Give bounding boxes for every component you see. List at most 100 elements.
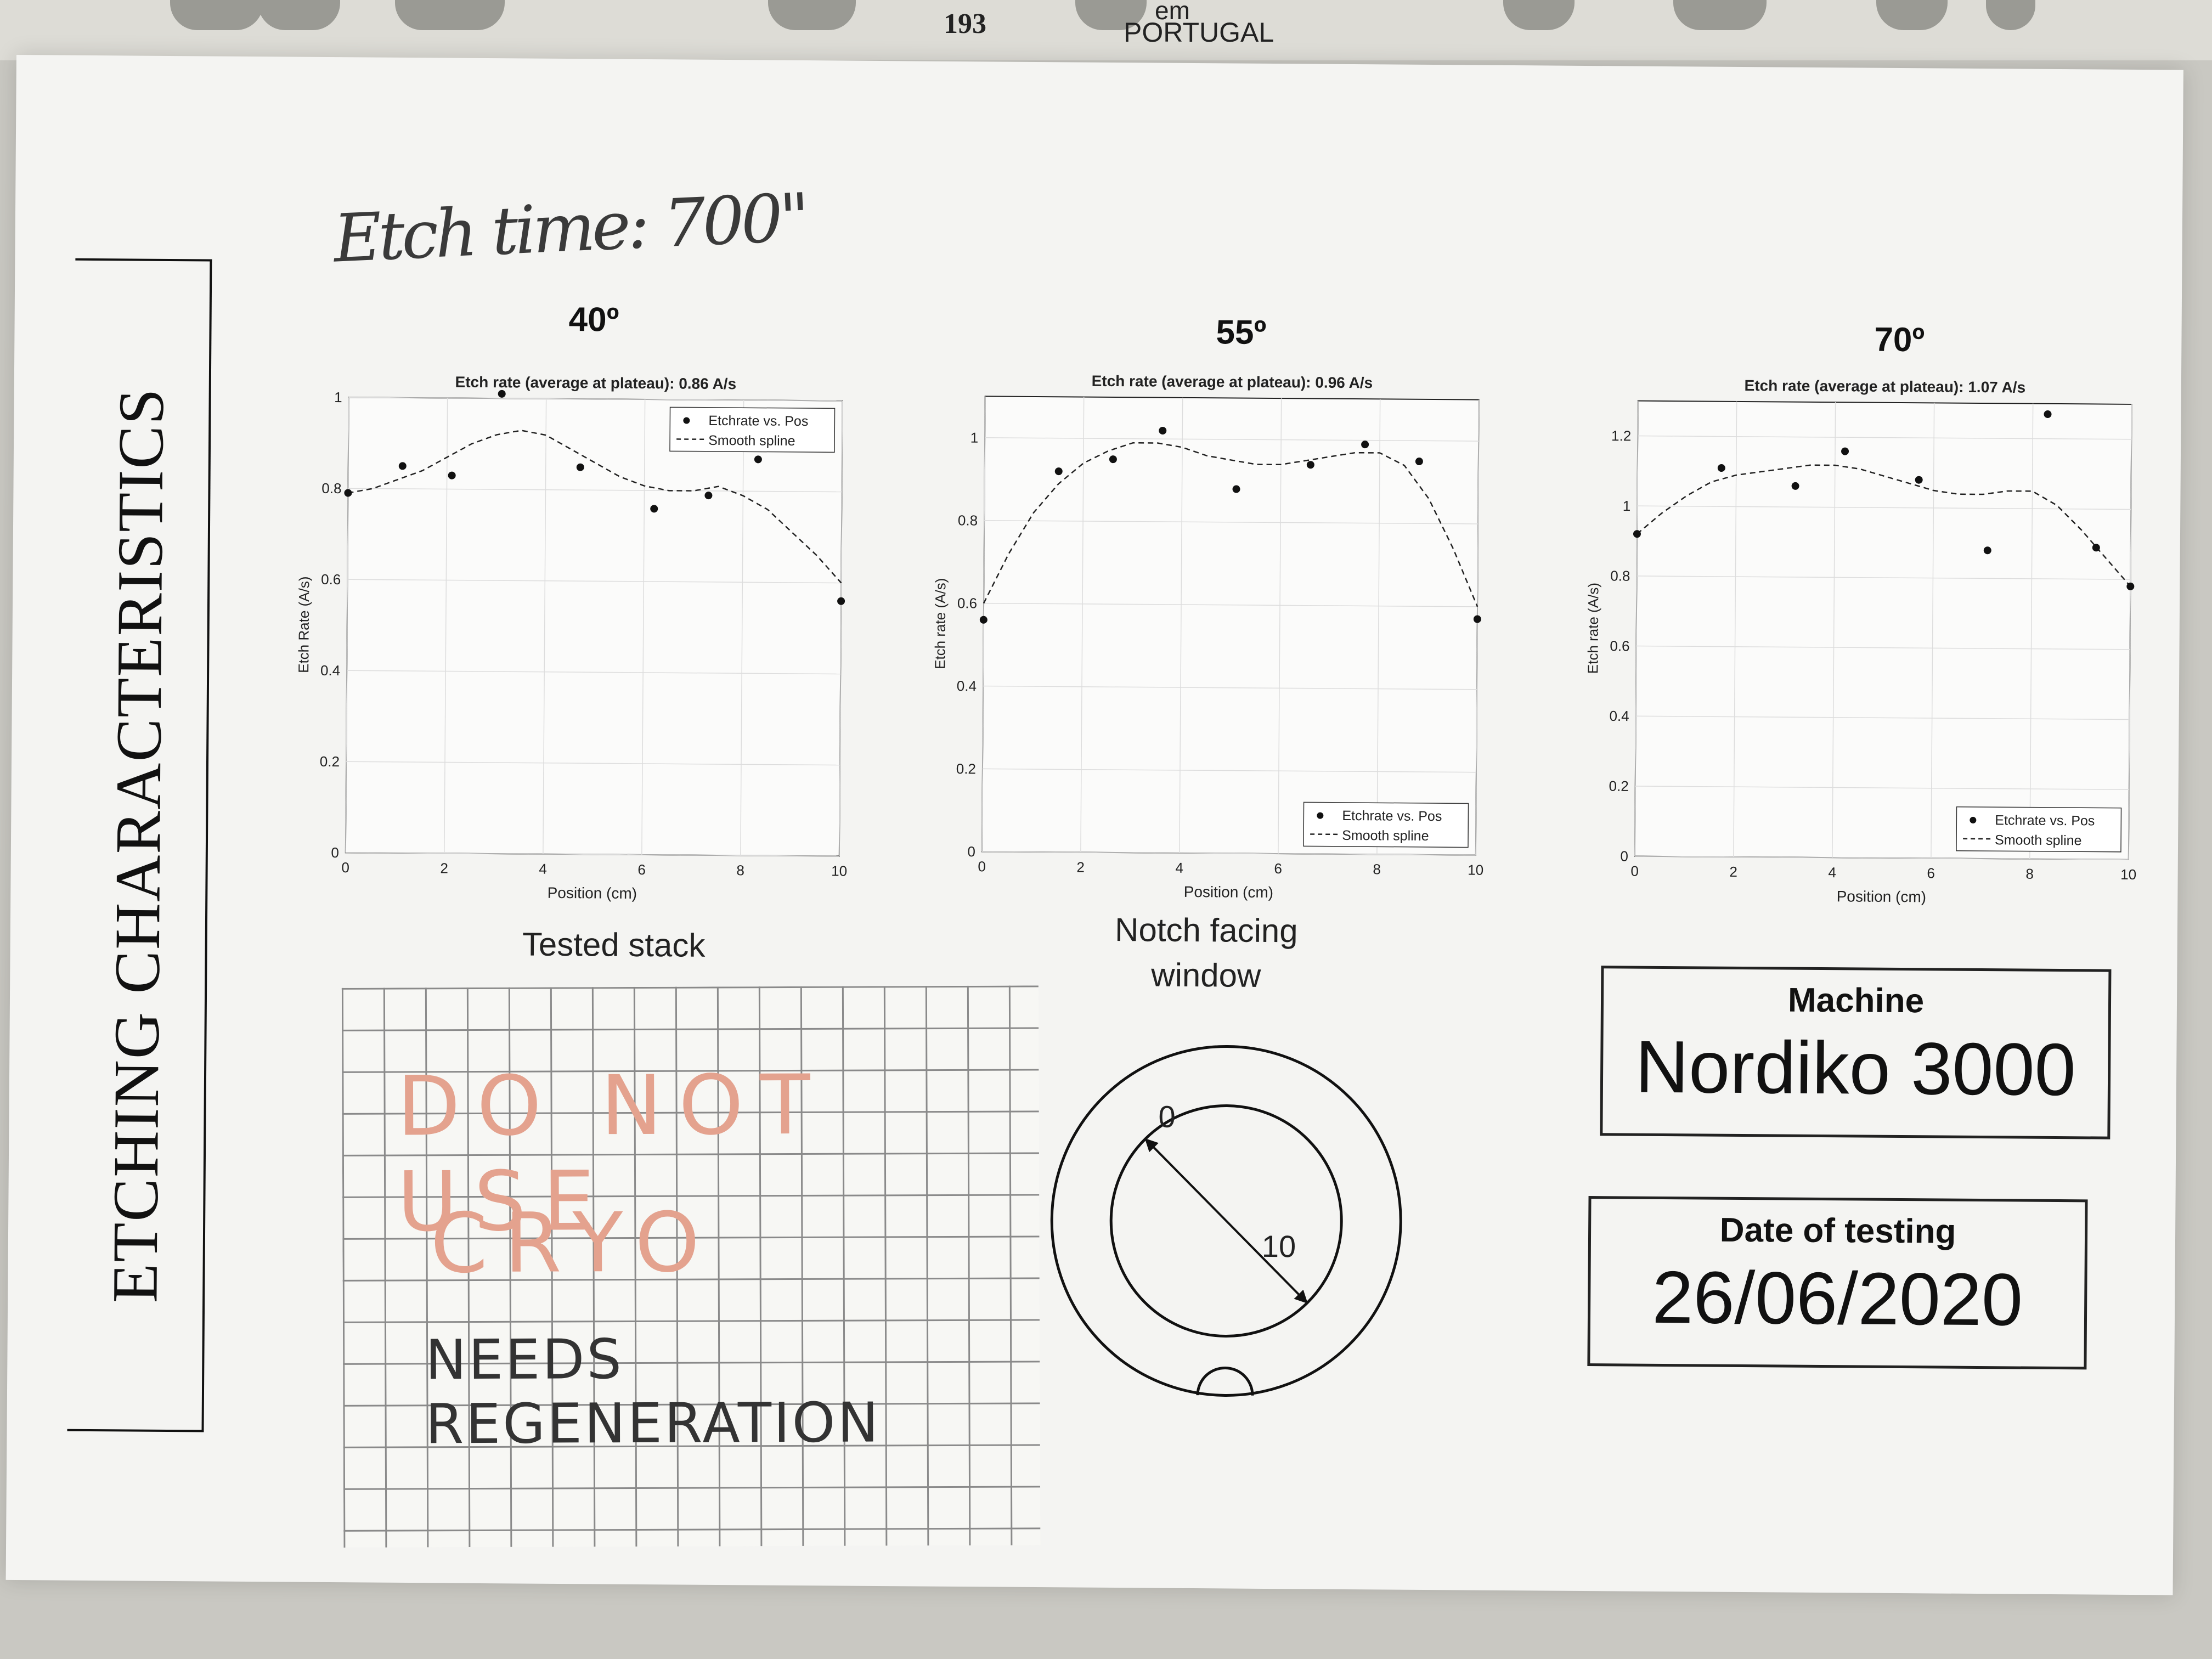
grid-line-y	[984, 520, 1479, 524]
legend-label-spline: Smooth spline	[1995, 832, 2082, 848]
tested-stack-note: DO NOT USE CRYO NEEDS REGENERATION	[341, 985, 1041, 1548]
data-point	[1915, 476, 1923, 484]
y-tick-label: 0.4	[1609, 708, 1629, 724]
legend-label-spline: Smooth spline	[1342, 828, 1429, 844]
data-point	[1361, 441, 1369, 449]
machine-box: Machine Nordiko 3000	[1600, 966, 2112, 1139]
grid-line-x	[2029, 403, 2034, 859]
grid-line-y	[1637, 575, 2131, 580]
y-axis-label: Etch rate (A/s)	[932, 578, 949, 669]
legend-label-points: Etchrate vs. Pos	[1342, 808, 1442, 824]
spline-line	[983, 442, 1479, 607]
y-tick-label: 0.4	[957, 678, 977, 694]
x-tick-label: 4	[539, 861, 547, 877]
date-value: 26/06/2020	[1651, 1255, 2023, 1341]
data-point	[1983, 546, 1991, 555]
grid-line-x	[1179, 397, 1183, 853]
grid-line-x	[1278, 398, 1282, 854]
data-point	[1415, 458, 1423, 466]
legend-label-points: Etchrate vs. Pos	[1995, 812, 2095, 828]
note-needs-regeneration: NEEDS REGENERATION	[425, 1327, 881, 1457]
legend-box	[669, 407, 836, 453]
notch-label: Notch facing window	[1069, 907, 1344, 998]
grid-line-y	[983, 685, 1477, 690]
x-tick-label: 10	[1468, 862, 1483, 878]
date-label: Date of testing	[1719, 1211, 1956, 1251]
spline-line	[348, 430, 842, 584]
y-tick-label: 0.8	[321, 480, 341, 496]
punch-hole	[170, 0, 263, 30]
data-point	[650, 505, 658, 513]
x-tick-label: 2	[440, 860, 448, 876]
grid-line-x	[1931, 403, 1935, 859]
x-tick-label: 6	[1274, 860, 1282, 877]
data-point	[448, 471, 456, 479]
x-tick-label: 2	[1076, 859, 1085, 876]
x-tick-label: 0	[1630, 863, 1639, 879]
x-tick-label: 4	[1175, 860, 1183, 876]
grid-line-x	[1080, 397, 1085, 853]
y-tick-label: 0.6	[1610, 637, 1629, 654]
punch-hole	[1876, 0, 1948, 30]
y-tick-label: 0.2	[1609, 778, 1629, 794]
legend-point-swatch	[1317, 812, 1324, 819]
tested-stack-label: Tested stack	[522, 926, 706, 964]
grid-line-y	[1635, 786, 2129, 790]
data-point	[837, 597, 845, 605]
x-tick-label: 10	[831, 862, 847, 879]
data-point	[1717, 464, 1725, 472]
x-axis-label: Position (cm)	[548, 884, 637, 902]
chart-40-degrees: Etch rate (average at plateau): 0.86 A/s…	[295, 374, 847, 902]
grid-line-x	[740, 400, 744, 856]
title-frame: ETCHING CHARACTERISTICS	[67, 258, 212, 1432]
x-tick-label: 6	[637, 861, 646, 878]
grid-line-y	[1634, 855, 2129, 860]
y-tick-label: 0.6	[957, 595, 977, 611]
data-point	[979, 616, 988, 624]
y-tick-label: 0.8	[1610, 568, 1630, 584]
machine-value: Nordiko 3000	[1635, 1025, 2076, 1111]
grid-line-x	[839, 400, 843, 856]
diameter-arrow	[1144, 1138, 1308, 1304]
x-tick-label: 0	[978, 858, 986, 874]
data-point	[1791, 482, 1799, 490]
grid-line-x	[1634, 400, 1639, 856]
grid-line-y	[1636, 645, 2130, 650]
sleeve-maker-line1: em	[1155, 0, 1190, 25]
legend-point-swatch	[683, 417, 690, 424]
angle-label-55: 55º	[1216, 313, 1267, 352]
chart-55-degrees: Etch rate (average at plateau): 0.96 A/s…	[932, 373, 1483, 901]
grid-line-x	[1733, 401, 1737, 857]
x-tick-label: 6	[1927, 865, 1935, 881]
x-tick-label: 10	[2120, 866, 2136, 883]
y-axis-label: Etch Rate (A/s)	[295, 576, 312, 673]
y-tick-label: 0.2	[320, 753, 340, 770]
grid-line-y	[348, 397, 843, 402]
x-tick-label: 8	[2025, 866, 2034, 882]
legend-label-spline: Smooth spline	[708, 433, 795, 449]
data-point	[1473, 615, 1481, 623]
data-point	[1109, 455, 1117, 464]
sleeve-maker-line2: PORTUGAL	[1124, 17, 1274, 48]
wafer-circle	[1109, 1104, 1343, 1338]
angle-label-70: 70º	[1874, 320, 1925, 359]
data-point	[2126, 582, 2135, 590]
notch-mark	[1196, 1367, 1254, 1396]
date-box: Date of testing 26/06/2020	[1587, 1196, 2088, 1370]
chart-70-degrees: Etch rate (average at plateau): 1.07 A/s…	[1584, 377, 2136, 905]
legend-point-swatch	[1970, 816, 1977, 823]
plot-area	[1634, 400, 2132, 860]
angle-label-40: 40º	[568, 301, 619, 339]
y-tick-label: 0	[331, 844, 339, 861]
grid-line-y	[1637, 505, 2131, 510]
grid-line-x	[641, 399, 646, 855]
data-point	[1841, 447, 1849, 455]
y-tick-label: 0	[967, 843, 975, 860]
y-tick-label: 0.6	[321, 571, 341, 588]
grid-line-x	[2128, 404, 2132, 860]
legend-box	[1303, 802, 1469, 848]
chart-title: Etch rate (average at plateau): 1.07 A/s	[1745, 377, 2026, 396]
grid-line-y	[981, 851, 1476, 856]
data-point	[398, 462, 407, 470]
grid-line-y	[346, 761, 840, 766]
